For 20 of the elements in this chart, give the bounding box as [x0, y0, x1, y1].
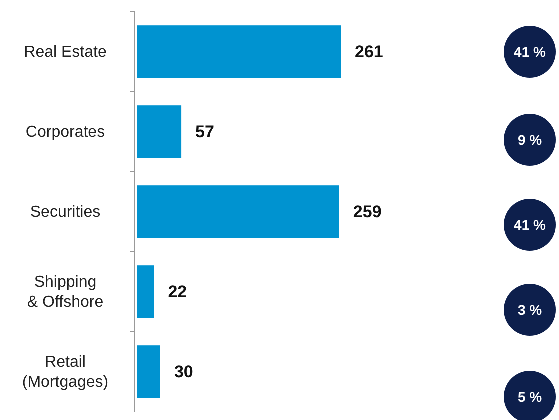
- data-label: 259: [353, 202, 382, 222]
- data-label: 261: [355, 42, 384, 62]
- y-tick-label: Retail (Mortgages): [22, 354, 109, 390]
- y-tick-label: Real Estate: [24, 44, 107, 60]
- y-tick-label: Securities: [30, 204, 101, 220]
- bar: [137, 346, 160, 398]
- data-label: 30: [174, 362, 194, 382]
- bar: [137, 266, 154, 318]
- text: 5 %: [518, 389, 543, 405]
- data-label: 22: [168, 282, 188, 302]
- bar: [137, 186, 340, 238]
- text: 41 %: [514, 44, 546, 60]
- bar: [137, 106, 182, 158]
- y-tick-label: Corporates: [26, 124, 106, 140]
- bar: [137, 26, 341, 78]
- text: 9 %: [518, 132, 543, 148]
- text: 41 %: [514, 217, 546, 233]
- y-tick-label: Shipping & Offshore: [27, 274, 104, 310]
- text: 3 %: [518, 302, 543, 318]
- data-label: 57: [196, 122, 214, 142]
